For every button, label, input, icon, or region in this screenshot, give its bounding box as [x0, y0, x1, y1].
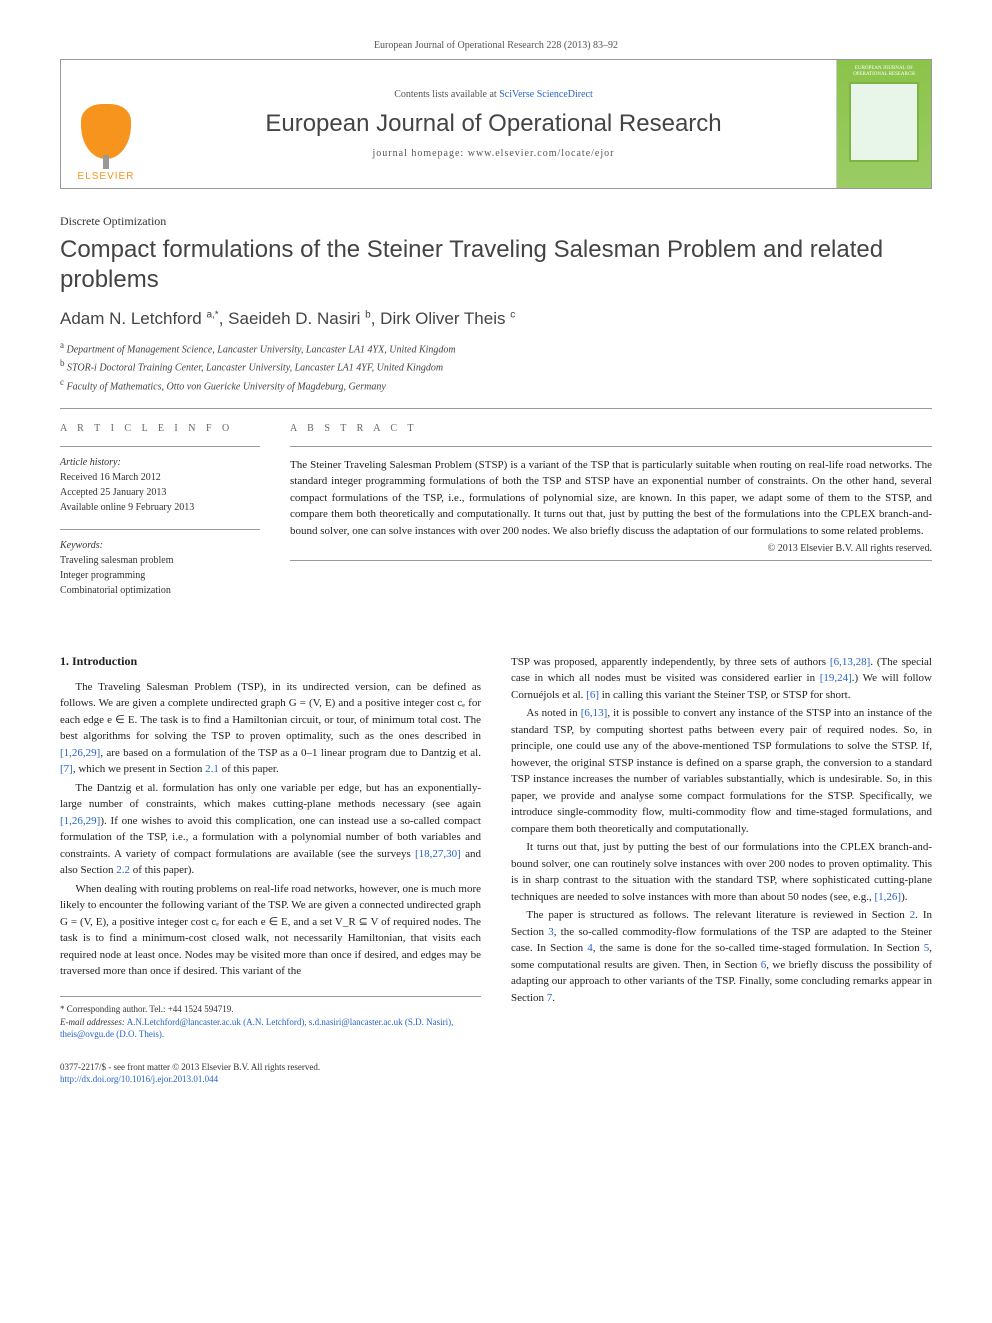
body-paragraph: When dealing with routing problems on re… [60, 881, 481, 980]
abstract-copyright: © 2013 Elsevier B.V. All rights reserved… [290, 543, 932, 554]
body-paragraph: The paper is structured as follows. The … [511, 907, 932, 1006]
intro-heading: 1. Introduction [60, 654, 481, 669]
keywords-block: Keywords: Traveling salesman problemInte… [60, 540, 260, 598]
publisher-logo-box: ELSEVIER [61, 60, 151, 188]
keyword-line: Combinatorial optimization [60, 583, 260, 598]
authors-line: Adam N. Letchford a,*, Saeideh D. Nasiri… [60, 309, 932, 329]
corresponding-line: * Corresponding author. Tel.: +44 1524 5… [60, 1003, 481, 1016]
affiliation-line: b STOR-i Doctoral Training Center, Lanca… [60, 357, 932, 375]
body-paragraph: The Traveling Salesman Problem (TSP), in… [60, 679, 481, 778]
section-label: Discrete Optimization [60, 214, 932, 229]
body-paragraph: TSP was proposed, apparently independent… [511, 654, 932, 704]
body-right-column: TSP was proposed, apparently independent… [511, 654, 932, 1041]
article-history-block: Article history: Received 16 March 2012A… [60, 457, 260, 515]
history-label: Article history: [60, 457, 260, 468]
doi-line: http://dx.doi.org/10.1016/j.ejor.2013.01… [60, 1073, 932, 1086]
body-paragraph: It turns out that, just by putting the b… [511, 839, 932, 905]
cover-label: EUROPEAN JOURNAL OF OPERATIONAL RESEARCH [843, 66, 925, 78]
divider [60, 529, 260, 530]
body-right-paragraphs: TSP was proposed, apparently independent… [511, 654, 932, 1007]
abstract-column: A B S T R A C T The Steiner Traveling Sa… [290, 423, 932, 612]
issn-line: 0377-2217/$ - see front matter © 2013 El… [60, 1061, 932, 1074]
page-footer: 0377-2217/$ - see front matter © 2013 El… [60, 1061, 932, 1086]
body-paragraph: The Dantzig et al. formulation has only … [60, 780, 481, 879]
elsevier-tree-icon [81, 104, 131, 159]
corresponding-emails: E-mail addresses: A.N.Letchford@lancaste… [60, 1016, 481, 1041]
keywords-label: Keywords: [60, 540, 260, 551]
divider [290, 560, 932, 561]
contents-line: Contents lists available at SciVerse Sci… [394, 89, 593, 100]
keyword-line: Traveling salesman problem [60, 553, 260, 568]
masthead: ELSEVIER Contents lists available at Sci… [60, 59, 932, 189]
body-left-column: 1. Introduction The Traveling Salesman P… [60, 654, 481, 1041]
homepage-prefix: journal homepage: [373, 148, 468, 159]
divider [290, 446, 932, 447]
corresponding-footnote: * Corresponding author. Tel.: +44 1524 5… [60, 996, 481, 1041]
journal-homepage-line: journal homepage: www.elsevier.com/locat… [373, 148, 615, 159]
article-info-heading: A R T I C L E I N F O [60, 423, 260, 434]
affiliations: a Department of Management Science, Lanc… [60, 339, 932, 394]
cover-art-icon [849, 82, 919, 162]
body-left-paragraphs: The Traveling Salesman Problem (TSP), in… [60, 679, 481, 980]
keywords-lines: Traveling salesman problemInteger progra… [60, 553, 260, 598]
history-line: Accepted 25 January 2013 [60, 485, 260, 500]
affiliation-line: c Faculty of Mathematics, Otto von Gueri… [60, 376, 932, 394]
divider [60, 446, 260, 447]
abstract-text: The Steiner Traveling Salesman Problem (… [290, 457, 932, 540]
emails-label: E-mail addresses: [60, 1017, 125, 1027]
abstract-heading: A B S T R A C T [290, 423, 932, 434]
page: European Journal of Operational Research… [0, 0, 992, 1116]
masthead-center: Contents lists available at SciVerse Sci… [151, 60, 836, 188]
journal-cover-thumbnail: EUROPEAN JOURNAL OF OPERATIONAL RESEARCH [836, 60, 931, 188]
keyword-line: Integer programming [60, 568, 260, 583]
contents-prefix: Contents lists available at [394, 89, 499, 100]
history-lines: Received 16 March 2012Accepted 25 Januar… [60, 470, 260, 515]
history-line: Available online 9 February 2013 [60, 500, 260, 515]
doi-link[interactable]: http://dx.doi.org/10.1016/j.ejor.2013.01… [60, 1074, 218, 1084]
homepage-url: www.elsevier.com/locate/ejor [468, 148, 615, 159]
article-info-column: A R T I C L E I N F O Article history: R… [60, 423, 260, 612]
citation-header: European Journal of Operational Research… [60, 40, 932, 51]
info-abstract-row: A R T I C L E I N F O Article history: R… [60, 409, 932, 626]
journal-title: European Journal of Operational Research [265, 110, 721, 138]
body-columns: 1. Introduction The Traveling Salesman P… [60, 654, 932, 1041]
paper-title: Compact formulations of the Steiner Trav… [60, 235, 932, 295]
sciencedirect-link[interactable]: SciVerse ScienceDirect [499, 89, 593, 100]
history-line: Received 16 March 2012 [60, 470, 260, 485]
publisher-name: ELSEVIER [78, 171, 135, 182]
body-paragraph: As noted in [6,13], it is possible to co… [511, 705, 932, 837]
affiliation-line: a Department of Management Science, Lanc… [60, 339, 932, 357]
